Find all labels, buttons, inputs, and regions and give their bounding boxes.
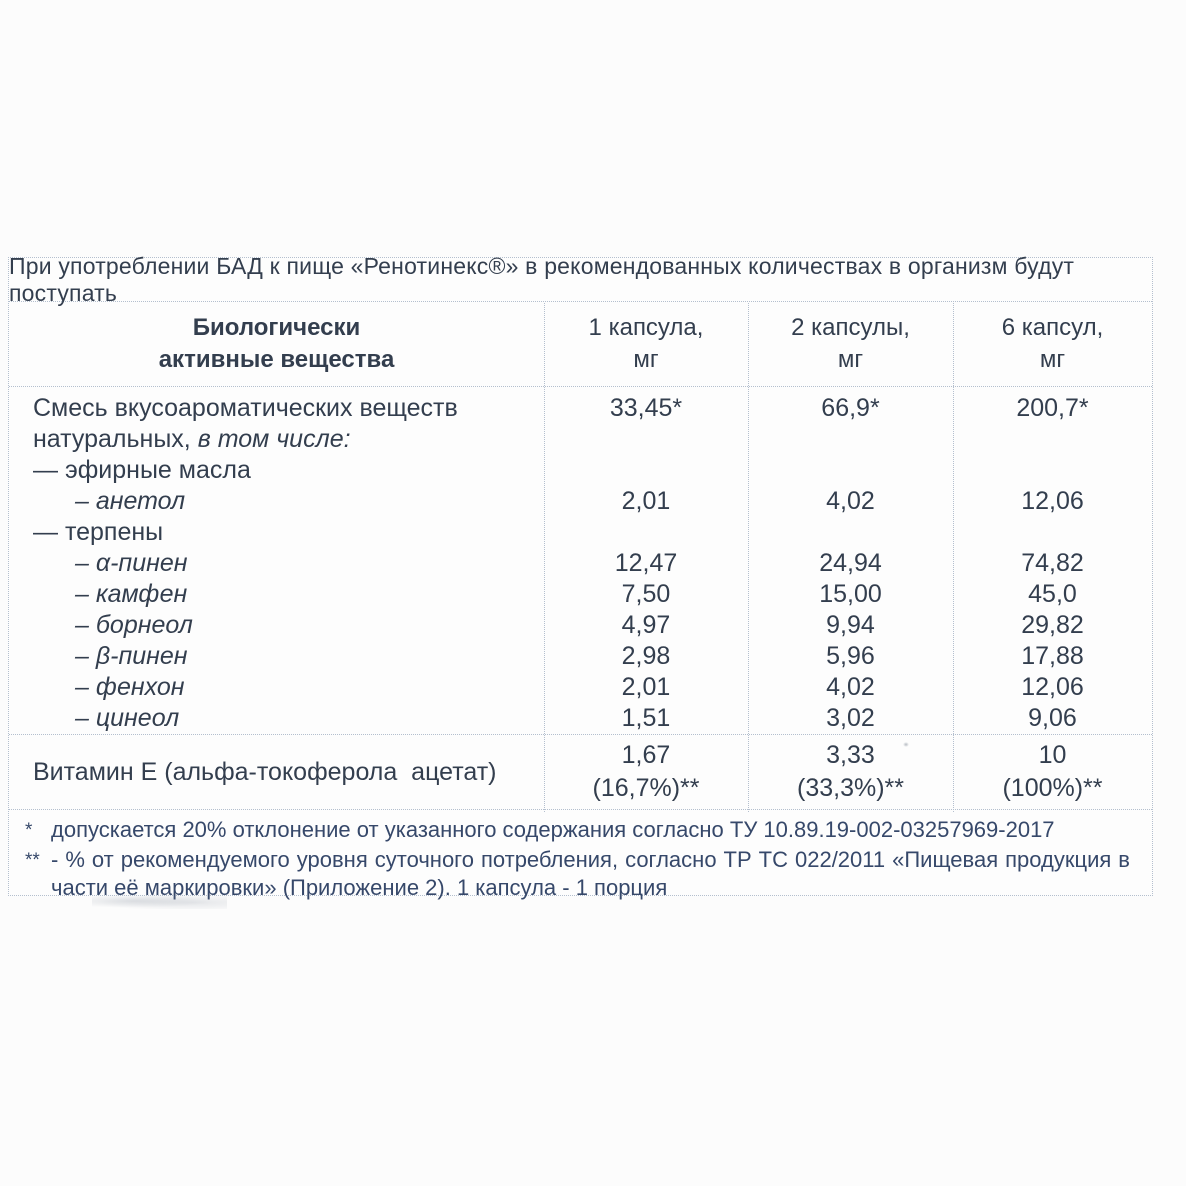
header-substances-line1: Биологически	[192, 314, 361, 341]
cell-empty	[544, 517, 748, 548]
row-label-mix: Смесь вкусоароматических веществ	[33, 394, 458, 422]
cell-empty	[748, 517, 953, 548]
footnote-daily-intake-text: - % от рекомендуемого уровня суточного п…	[51, 846, 1130, 901]
scan-smudge-artifact	[92, 893, 227, 909]
cell-borneol-2cap: 9,94	[826, 611, 875, 639]
header-6-capsules-line1: 6 капсул,	[1001, 314, 1104, 341]
vitamin-e-6cap-amount: 10	[1038, 741, 1067, 769]
row-label-alpha-pinene: – α-пинен	[75, 549, 188, 577]
cell-fenchone-1cap: 2,01	[621, 673, 671, 701]
header-1-capsule-line2: мг	[633, 346, 659, 373]
header-2-capsules-line2: мг	[837, 346, 864, 373]
cell-cineole-6cap: 9,06	[1028, 704, 1077, 732]
cell-anethole-2cap: 4,02	[826, 487, 875, 515]
vitamin-e-1cap-amount: 1,67	[621, 741, 671, 769]
row-label-borneol: – борнеол	[75, 611, 193, 639]
cell-camphene-1cap: 7,50	[621, 580, 671, 608]
column-divider	[748, 303, 749, 812]
cell-alpha-pinene-2cap: 24,94	[819, 549, 882, 577]
table-title: При употреблении БАД к пище «Ренотинекс®…	[9, 253, 1152, 306]
row-label-vitamin-e: Витамин Е (альфа-токоферола ацетат)	[33, 757, 497, 786]
table-body: Смесь вкусоароматических веществ 33,45* …	[9, 387, 1152, 735]
footnotes-section: * допускается 20% отклонение от указанно…	[9, 810, 1152, 903]
header-6-capsules: 6 капсул, мг	[953, 302, 1152, 386]
cell-anethole-6cap: 12,06	[1021, 487, 1084, 515]
cell-anethole-1cap: 2,01	[621, 487, 671, 515]
cell-borneol-1cap: 4,97	[621, 611, 671, 639]
cell-cineole-1cap: 1,51	[621, 704, 671, 732]
vitamin-e-row: Витамин Е (альфа-токоферола ацетат) 1,67…	[9, 735, 1152, 810]
column-divider	[544, 303, 545, 812]
cell-beta-pinene-2cap: 5,96	[826, 642, 875, 670]
cell-mix-2cap: 66,9*	[821, 394, 880, 422]
cell-camphene-2cap: 15,00	[819, 580, 882, 608]
cell-fenchone-2cap: 4,02	[826, 673, 875, 701]
row-label-terpenes: — терпены	[33, 518, 164, 546]
row-label-mix-cont-italic: в том числе:	[197, 425, 351, 453]
cell-empty	[953, 424, 1152, 455]
footnote-tolerance: * допускается 20% отклонение от указанно…	[25, 816, 1130, 846]
header-2-capsules: 2 капсулы, мг	[748, 302, 953, 386]
header-1-capsule: 1 капсула, мг	[544, 302, 748, 386]
row-label-cineole: – цинеол	[75, 704, 180, 732]
row-label-essential-oils: — эфирные масла	[33, 456, 251, 484]
cell-mix-1cap: 33,45*	[609, 394, 683, 422]
cell-vitamin-e-2cap: 3,33 (33,3%)**	[748, 735, 953, 809]
vitamin-e-1cap-percent: (16,7%)**	[592, 774, 700, 802]
cell-borneol-6cap: 29,82	[1021, 611, 1084, 639]
table-header: Биологически активные вещества 1 капсула…	[9, 302, 1152, 387]
footnote-tolerance-text: допускается 20% отклонение от указанного…	[51, 817, 1055, 842]
cell-empty	[748, 455, 953, 486]
scan-speck-artifact	[903, 742, 909, 747]
column-divider	[953, 303, 954, 812]
vitamin-e-6cap-percent: (100%)**	[1002, 774, 1103, 802]
cell-empty	[544, 455, 748, 486]
header-1-capsule-line1: 1 капсула,	[588, 314, 704, 341]
cell-empty	[748, 424, 953, 455]
cell-vitamin-e-6cap: 10 (100%)**	[953, 735, 1152, 809]
cell-cineole-2cap: 3,02	[826, 704, 875, 732]
footnote-daily-intake: ** - % от рекомендуемого уровня суточног…	[25, 846, 1130, 903]
supplement-facts-table: При употреблении БАД к пище «Ренотинекс®…	[8, 253, 1153, 900]
cell-empty	[953, 517, 1152, 548]
vitamin-e-2cap-percent: (33,3%)**	[797, 774, 904, 802]
cell-empty	[953, 455, 1152, 486]
cell-empty	[544, 424, 748, 455]
cell-mix-6cap: 200,7*	[1016, 394, 1089, 422]
footnote-marker-single-asterisk: *	[25, 820, 33, 841]
cell-alpha-pinene-1cap: 12,47	[614, 549, 678, 577]
cell-beta-pinene-1cap: 2,98	[621, 642, 671, 670]
header-6-capsules-line2: мг	[1039, 346, 1066, 373]
cell-alpha-pinene-6cap: 74,82	[1021, 549, 1084, 577]
row-label-camphene: – камфен	[75, 580, 188, 608]
cell-vitamin-e-1cap: 1,67 (16,7%)**	[544, 735, 748, 809]
cell-beta-pinene-6cap: 17,88	[1021, 642, 1084, 670]
footnote-marker-double-asterisk: **	[25, 849, 40, 871]
row-label-anethole: – анетол	[75, 487, 186, 515]
header-substances-line2: активные вещества	[158, 346, 395, 373]
row-label-beta-pinene: – β-пинен	[75, 642, 188, 670]
cell-fenchone-6cap: 12,06	[1021, 673, 1084, 701]
header-substances: Биологически активные вещества	[9, 302, 544, 386]
cell-camphene-6cap: 45,0	[1028, 580, 1077, 608]
row-label-mix-cont-regular: натуральных,	[33, 425, 191, 453]
header-2-capsules-line1: 2 капсулы,	[791, 314, 910, 341]
vitamin-e-2cap-amount: 3,33	[826, 741, 875, 769]
row-label-mix-cont: натуральных, в том числе:	[9, 424, 544, 455]
row-label-fenchone: – фенхон	[75, 673, 185, 701]
